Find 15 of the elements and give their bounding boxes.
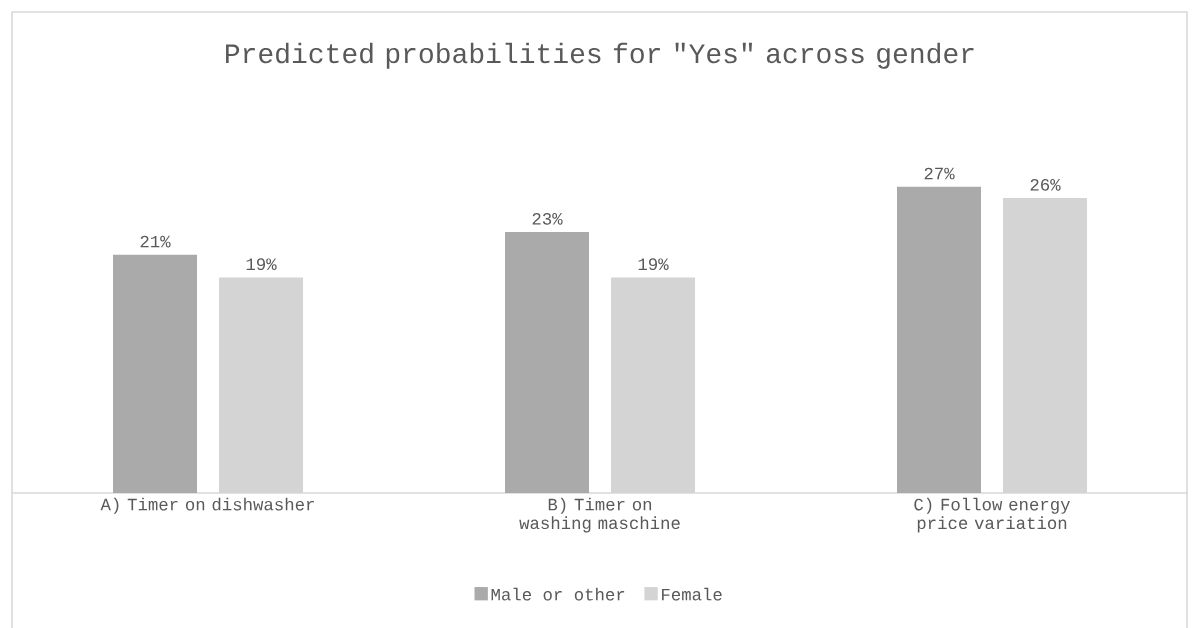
data-label: 23% [532, 212, 563, 225]
data-label: 27% [924, 167, 955, 180]
data-label: 21% [140, 235, 171, 248]
data-label: 19% [638, 258, 669, 271]
bar [505, 232, 589, 493]
legend-label: Female [662, 587, 722, 601]
x-tick-label: A) Timer on dishwasher [100, 497, 314, 514]
x-tick-label: B) Timer on washing maschine [519, 497, 680, 533]
data-label: 26% [1030, 178, 1061, 191]
legend-label: Male or other [491, 587, 625, 601]
bar [113, 254, 198, 493]
bar [897, 186, 981, 493]
x-tick-label: C) Follow energy price variation [914, 497, 1070, 533]
data-label: 19% [246, 258, 277, 271]
chart-title: Predicted probabilities for "Yes" across gender [226, 42, 974, 69]
